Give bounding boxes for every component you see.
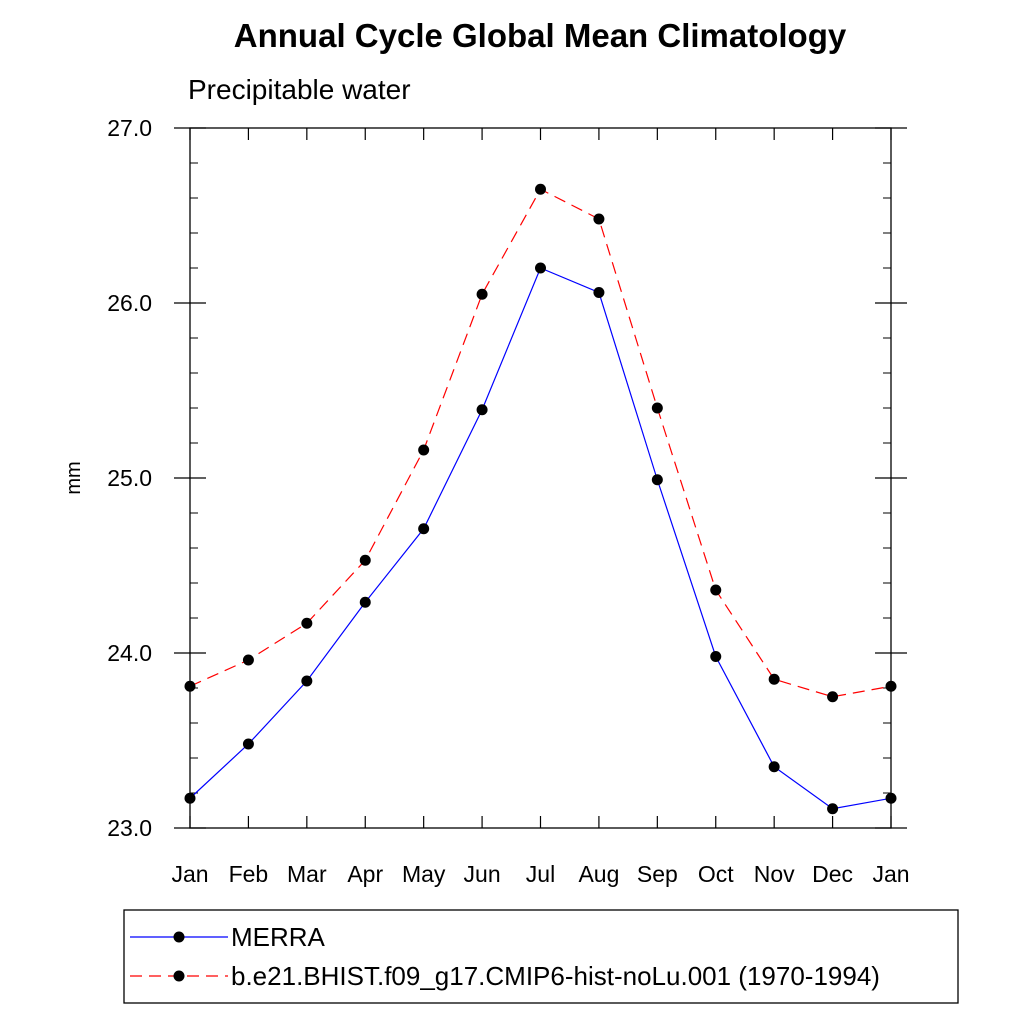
- x-tick-label: Aug: [578, 861, 619, 887]
- data-point: [651, 474, 663, 486]
- data-point: [651, 402, 663, 414]
- x-tick-label: Jul: [526, 861, 555, 887]
- y-tick-label: 25.0: [107, 465, 152, 491]
- data-point: [242, 654, 254, 666]
- data-point: [593, 287, 605, 298]
- data-point: [418, 523, 430, 535]
- x-tick-label: Jun: [464, 861, 501, 887]
- chart-subtitle: Precipitable water: [188, 74, 411, 105]
- data-point: [885, 792, 897, 804]
- data-point: [827, 803, 839, 815]
- data-point: [418, 444, 430, 456]
- legend-label-2: b.e21.BHIST.f09_g17.CMIP6-hist-noLu.001 …: [231, 961, 880, 991]
- series-line-1: [189, 267, 892, 810]
- x-tick-label: Dec: [812, 861, 853, 887]
- data-point: [184, 680, 196, 692]
- data-point: [768, 673, 780, 685]
- legend-marker-1: [173, 931, 185, 943]
- data-point: [301, 675, 313, 687]
- data-point: [535, 262, 546, 274]
- x-tick-label: Apr: [347, 861, 383, 887]
- data-point: [535, 183, 546, 195]
- x-tick-label: Oct: [698, 861, 734, 887]
- plot-frame: [189, 127, 892, 829]
- data-point: [476, 404, 488, 416]
- data-point: [359, 554, 371, 566]
- chart-title: Annual Cycle Global Mean Climatology: [234, 17, 847, 54]
- legend-box: [123, 909, 959, 1004]
- data-point: [710, 584, 722, 596]
- x-tick-label: May: [402, 861, 446, 887]
- data-point: [301, 617, 313, 629]
- x-tick-label: Mar: [287, 861, 327, 887]
- y-tick-label: 23.0: [107, 815, 152, 841]
- x-tick-label: Nov: [754, 861, 795, 887]
- data-point: [476, 288, 488, 300]
- legend-marker-2: [173, 970, 185, 982]
- legend-label-1: MERRA: [231, 922, 326, 952]
- data-point: [184, 792, 196, 804]
- data-point: [827, 691, 839, 703]
- y-tick-label: 27.0: [107, 115, 152, 141]
- x-tick-label: Feb: [229, 861, 269, 887]
- y-axis-label: mm: [63, 461, 85, 494]
- data-point: [885, 680, 897, 692]
- data-point: [242, 738, 254, 750]
- x-tick-label: Jan: [171, 861, 208, 887]
- series-layer: [184, 183, 897, 815]
- legend: MERRA b.e21.BHIST.f09_g17.CMIP6-hist-noLu…: [130, 922, 880, 991]
- data-point: [359, 596, 371, 608]
- axes: Jan Feb Mar Apr May Jun Jul Aug Sep Oct Nov Dec Jan 2…: [107, 115, 909, 887]
- data-point: [710, 651, 722, 662]
- x-tick-label: Jan: [872, 861, 909, 887]
- data-point: [768, 761, 780, 773]
- y-tick-label: 24.0: [107, 640, 152, 666]
- y-tick-label: 26.0: [107, 290, 152, 316]
- x-tick-label: Sep: [637, 861, 678, 887]
- data-point: [593, 213, 605, 225]
